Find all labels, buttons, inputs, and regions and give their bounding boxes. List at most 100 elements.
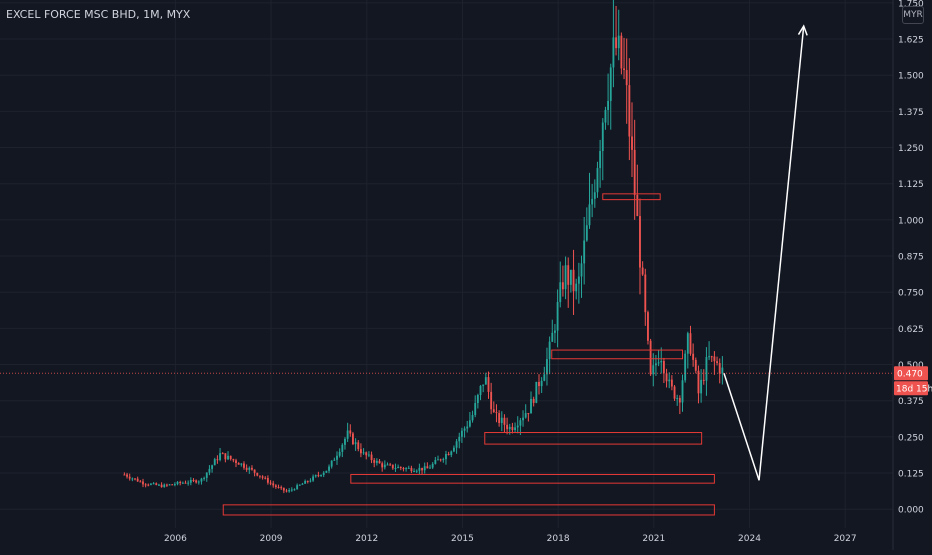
- candle-body: [341, 444, 344, 452]
- candle-body: [346, 430, 349, 439]
- candle-body: [686, 333, 689, 354]
- x-tick-label: 2027: [834, 534, 857, 544]
- x-tick-label: 2012: [355, 534, 378, 544]
- candle-body: [601, 122, 604, 151]
- candle-body: [468, 420, 471, 427]
- candle-body: [383, 464, 386, 468]
- candle-body: [391, 464, 394, 469]
- candle-body: [713, 356, 716, 362]
- candle-body: [721, 367, 724, 374]
- candle-body: [607, 100, 610, 111]
- candle-body: [623, 68, 625, 71]
- candle-body: [546, 359, 548, 375]
- candle-body: [460, 430, 463, 437]
- candle-body: [423, 466, 426, 471]
- candle-body: [171, 484, 174, 486]
- candle-body: [692, 353, 695, 360]
- candle-body: [354, 442, 357, 445]
- support-zone-box[interactable]: [350, 473, 715, 484]
- candle-body: [173, 484, 176, 486]
- candle-body: [670, 379, 673, 387]
- candle-body: [572, 269, 575, 292]
- candle-body: [322, 472, 325, 475]
- candle-body: [304, 480, 307, 484]
- candle-body: [500, 417, 503, 423]
- candle-body: [577, 276, 580, 284]
- candle-body: [471, 414, 474, 421]
- support-zone-box[interactable]: [484, 432, 703, 445]
- y-tick-label: 0.500: [898, 361, 924, 371]
- candle-body: [126, 474, 128, 477]
- countdown-badge: [894, 381, 928, 396]
- x-tick-label: 2021: [642, 534, 665, 544]
- candle-body: [506, 424, 509, 430]
- candle-body: [288, 490, 291, 492]
- candle-body: [442, 459, 445, 461]
- candle-body: [237, 463, 240, 465]
- candle-body: [694, 359, 697, 371]
- y-tick-label: 0.375: [898, 397, 924, 407]
- candle-body: [251, 467, 253, 470]
- candle-body: [187, 482, 190, 484]
- candle-body: [285, 490, 288, 492]
- candle-body: [325, 470, 328, 473]
- candle-body: [447, 454, 450, 456]
- candle-body: [139, 481, 142, 483]
- currency-button[interactable]: MYR: [902, 6, 924, 24]
- candle-body: [508, 426, 511, 430]
- candle-body: [269, 482, 272, 484]
- projection-arrow-line[interactable]: [723, 372, 760, 481]
- candle-body: [367, 454, 370, 456]
- candle-body: [165, 484, 168, 486]
- candle-body: [160, 484, 163, 488]
- candle-body: [575, 283, 578, 292]
- candle-body: [264, 477, 267, 479]
- candle-body: [654, 363, 657, 366]
- candle-body: [689, 333, 692, 354]
- candle-body: [612, 37, 615, 68]
- candle-body: [197, 481, 200, 483]
- candle-body: [673, 386, 676, 399]
- candle-body: [328, 466, 330, 471]
- candle-body: [314, 475, 317, 477]
- candle-body: [524, 413, 527, 418]
- candle-body: [426, 466, 429, 469]
- candle-body: [370, 454, 373, 461]
- candle-body: [203, 477, 206, 479]
- candle-body: [243, 463, 245, 468]
- projection-arrow-line[interactable]: [758, 25, 805, 481]
- support-zone-box[interactable]: [551, 349, 684, 360]
- candle-body: [450, 451, 453, 455]
- candle-body: [365, 452, 368, 456]
- candle-body: [681, 380, 684, 403]
- candle-body: [227, 455, 229, 460]
- candle-body: [312, 476, 315, 481]
- candle-body: [479, 385, 482, 396]
- y-tick-label: 1.500: [898, 72, 924, 82]
- candle-body: [530, 398, 532, 414]
- candle-body: [708, 356, 711, 358]
- candle-body: [320, 474, 322, 476]
- support-zone-box[interactable]: [602, 193, 661, 201]
- candle-body: [402, 468, 405, 470]
- candle-body: [437, 459, 439, 461]
- x-tick-label: 2015: [451, 534, 474, 544]
- candle-body: [625, 70, 628, 86]
- candle-body: [274, 485, 277, 488]
- y-tick-label: 0.125: [898, 470, 924, 480]
- candle-body: [352, 433, 354, 445]
- candle-body: [593, 192, 596, 199]
- candle-body: [697, 370, 700, 394]
- candle-body: [405, 468, 408, 470]
- candle-body: [431, 463, 434, 468]
- candle-body: [282, 487, 285, 491]
- candle-body: [136, 478, 139, 482]
- candle-body: [567, 265, 570, 285]
- support-zone-box[interactable]: [222, 504, 715, 516]
- candle-body: [538, 381, 540, 387]
- candle-body: [349, 430, 352, 434]
- candle-body: [580, 263, 583, 277]
- candle-body: [373, 460, 376, 463]
